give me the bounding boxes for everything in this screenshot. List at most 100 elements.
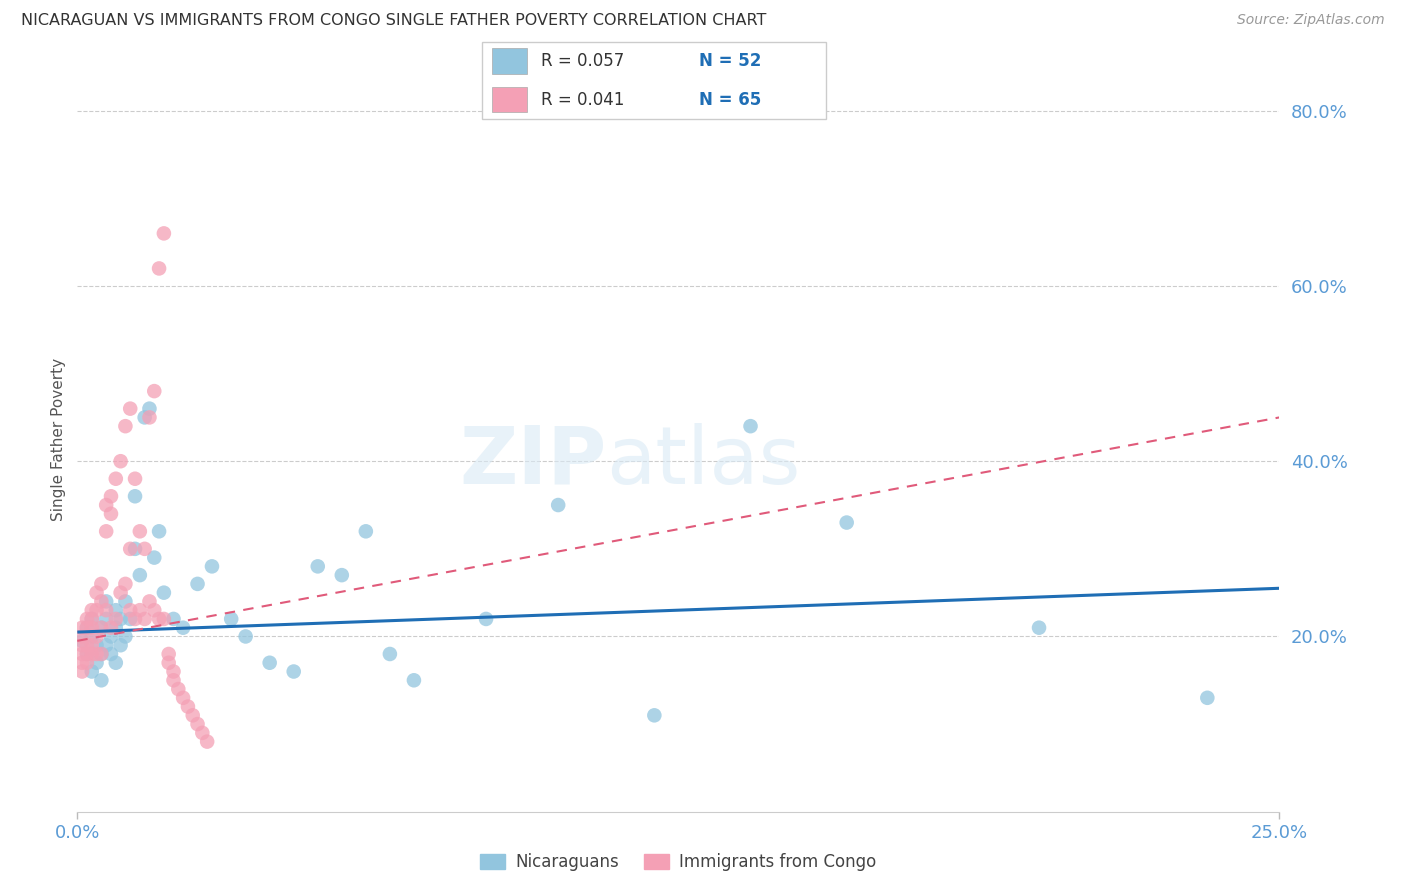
Point — [104, 621, 127, 635]
Text: N = 65: N = 65 — [700, 91, 762, 109]
Point — [124, 472, 146, 486]
Point — [70, 633, 93, 648]
Y-axis label: Single Father Poverty: Single Father Poverty — [51, 358, 66, 521]
Point — [1197, 690, 1219, 705]
FancyBboxPatch shape — [481, 42, 827, 119]
Point — [153, 612, 176, 626]
Point — [90, 647, 112, 661]
Point — [114, 577, 136, 591]
Point — [96, 603, 118, 617]
Point — [110, 585, 132, 599]
Point — [195, 734, 218, 748]
Point — [70, 656, 93, 670]
Point — [162, 612, 184, 626]
FancyBboxPatch shape — [492, 87, 527, 112]
Point — [124, 489, 146, 503]
Point — [120, 401, 142, 416]
Point — [120, 603, 142, 617]
Point — [110, 454, 132, 468]
Point — [128, 524, 150, 539]
Point — [235, 630, 257, 644]
Point — [80, 603, 103, 617]
Point — [740, 419, 762, 434]
Point — [172, 690, 194, 705]
Point — [96, 498, 118, 512]
Text: atlas: atlas — [606, 423, 800, 500]
Point — [104, 603, 127, 617]
Point — [96, 524, 118, 539]
Point — [86, 585, 108, 599]
Point — [219, 612, 242, 626]
Point — [100, 507, 122, 521]
Text: Source: ZipAtlas.com: Source: ZipAtlas.com — [1237, 13, 1385, 28]
Point — [402, 673, 425, 688]
Point — [114, 419, 136, 434]
Point — [76, 621, 98, 635]
Point — [100, 647, 122, 661]
Point — [153, 227, 176, 241]
Point — [148, 524, 170, 539]
Text: N = 52: N = 52 — [700, 52, 762, 70]
Point — [134, 410, 156, 425]
Point — [187, 577, 209, 591]
Point — [134, 612, 156, 626]
Point — [104, 656, 127, 670]
Point — [547, 498, 569, 512]
Point — [100, 621, 122, 635]
Point — [80, 612, 103, 626]
Point — [90, 594, 112, 608]
Text: R = 0.057: R = 0.057 — [541, 52, 624, 70]
Point — [143, 384, 166, 398]
Point — [96, 612, 118, 626]
Point — [307, 559, 329, 574]
Text: ZIP: ZIP — [458, 423, 606, 500]
Point — [143, 603, 166, 617]
Point — [86, 630, 108, 644]
Point — [124, 541, 146, 556]
Point — [86, 638, 108, 652]
Point — [90, 621, 112, 635]
Point — [124, 612, 146, 626]
Point — [354, 524, 377, 539]
Point — [90, 647, 112, 661]
Point — [378, 647, 401, 661]
Point — [128, 568, 150, 582]
Point — [76, 647, 98, 661]
Point — [70, 638, 93, 652]
Point — [104, 472, 127, 486]
Point — [187, 717, 209, 731]
Point — [835, 516, 858, 530]
Point — [80, 638, 103, 652]
Point — [201, 559, 224, 574]
Point — [475, 612, 498, 626]
Point — [70, 621, 93, 635]
FancyBboxPatch shape — [492, 48, 527, 74]
Point — [86, 603, 108, 617]
Point — [148, 612, 170, 626]
Point — [259, 656, 281, 670]
Point — [70, 647, 93, 661]
Point — [80, 630, 103, 644]
Point — [138, 594, 160, 608]
Point — [157, 647, 180, 661]
Point — [191, 726, 214, 740]
Point — [143, 550, 166, 565]
Point — [1028, 621, 1050, 635]
Point — [104, 612, 127, 626]
Point — [134, 541, 156, 556]
Point — [162, 673, 184, 688]
Point — [80, 612, 103, 626]
Point — [76, 638, 98, 652]
Point — [76, 612, 98, 626]
Point — [157, 656, 180, 670]
Point — [70, 665, 93, 679]
Point — [153, 585, 176, 599]
Legend: Nicaraguans, Immigrants from Congo: Nicaraguans, Immigrants from Congo — [474, 847, 883, 878]
Point — [96, 638, 118, 652]
Point — [110, 612, 132, 626]
Text: NICARAGUAN VS IMMIGRANTS FROM CONGO SINGLE FATHER POVERTY CORRELATION CHART: NICARAGUAN VS IMMIGRANTS FROM CONGO SING… — [21, 13, 766, 29]
Point — [138, 401, 160, 416]
Point — [181, 708, 204, 723]
Point — [283, 665, 305, 679]
Point — [76, 621, 98, 635]
